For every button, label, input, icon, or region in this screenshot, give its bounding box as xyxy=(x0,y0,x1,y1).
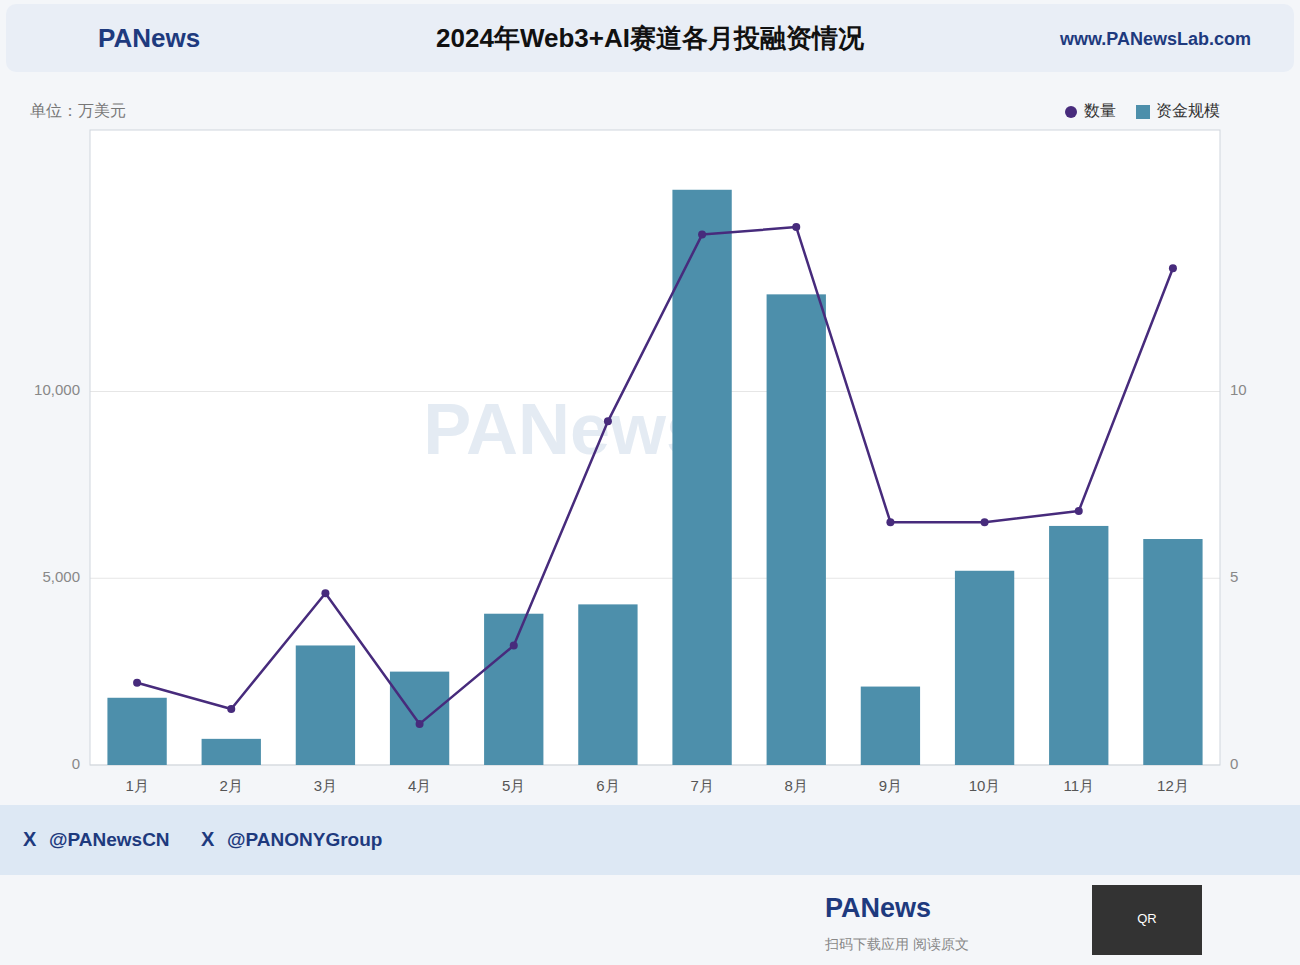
x-tick-label: 7月 xyxy=(690,777,713,794)
watermark: PANews xyxy=(423,389,706,469)
x-tick-label: 4月 xyxy=(408,777,431,794)
line-point xyxy=(792,223,800,231)
legend-swatch xyxy=(1065,106,1077,118)
x-tick-label: 3月 xyxy=(314,777,337,794)
line xyxy=(137,227,1173,724)
line-point xyxy=(133,679,141,687)
bar xyxy=(578,604,637,765)
twitter-handle: @PANewsCN xyxy=(49,829,170,850)
bar xyxy=(296,645,355,765)
footer-top-band xyxy=(0,805,1300,875)
page-background xyxy=(0,0,1300,965)
bar xyxy=(1143,539,1202,765)
qr-label: QR xyxy=(1137,911,1157,926)
x-tick-label: 10月 xyxy=(969,777,1001,794)
line-point xyxy=(321,589,329,597)
bar xyxy=(390,672,449,765)
header-url: www.PANewsLab.com xyxy=(1059,29,1251,49)
y-axis-label: 单位：万美元 xyxy=(30,102,126,119)
legend-label: 资金规模 xyxy=(1156,102,1220,119)
bar xyxy=(1049,526,1108,765)
twitter-handle: @PANONYGroup xyxy=(227,829,382,850)
x-tick-label: 11月 xyxy=(1063,777,1094,794)
plot-background xyxy=(90,130,1220,765)
legend: 数量 资金规模 xyxy=(1065,102,1220,119)
bar xyxy=(107,698,166,765)
line-point xyxy=(1075,507,1083,515)
line-point xyxy=(510,641,518,649)
x-tick-label: 9月 xyxy=(879,777,902,794)
line-point xyxy=(416,720,424,728)
y-tick-label: 0 xyxy=(72,755,80,772)
x-tick-label: 5月 xyxy=(502,777,525,794)
legend-label: 数量 xyxy=(1084,102,1116,119)
chart-title: 2024年Web3+AI赛道各月投融资情况 xyxy=(436,23,865,53)
plot-frame xyxy=(90,130,1220,765)
line-point xyxy=(1169,264,1177,272)
x-icon: X xyxy=(23,828,37,850)
x-tick-label: 6月 xyxy=(596,777,619,794)
x-icon: X xyxy=(201,828,215,850)
bar xyxy=(861,687,920,765)
footer-caption: 扫码下载应用 阅读原文 xyxy=(824,936,969,952)
line-point xyxy=(604,417,612,425)
footer-logo: PANews xyxy=(825,893,931,923)
y-tick-label: 5,000 xyxy=(42,568,80,585)
line-point xyxy=(886,518,894,526)
y2-tick-label: 10 xyxy=(1230,381,1247,398)
qr-placeholder xyxy=(1092,885,1202,955)
header-bar xyxy=(6,4,1294,72)
y-tick-label: 10,000 xyxy=(34,381,80,398)
bar xyxy=(955,571,1014,765)
bar xyxy=(484,614,543,765)
x-tick-label: 12月 xyxy=(1157,777,1189,794)
x-tick-label: 1月 xyxy=(125,777,148,794)
legend-swatch xyxy=(1136,105,1150,119)
line-point xyxy=(227,705,235,713)
y2-tick-label: 0 xyxy=(1230,755,1238,772)
x-tick-label: 2月 xyxy=(220,777,243,794)
chart-root: 0 5,000 10,000 0 5 10 PANews 1月 2月 3月 4月 5月 6月 7月 8月 9月… xyxy=(0,0,1300,965)
footer-bottom-band xyxy=(0,875,1300,965)
line-point xyxy=(698,231,706,239)
line-point xyxy=(981,518,989,526)
bar xyxy=(767,294,826,765)
y2-tick-label: 5 xyxy=(1230,568,1238,585)
bar xyxy=(202,739,261,765)
x-tick-label: 8月 xyxy=(785,777,808,794)
header-logo: PANews xyxy=(98,23,200,53)
plot-data xyxy=(107,190,1202,765)
